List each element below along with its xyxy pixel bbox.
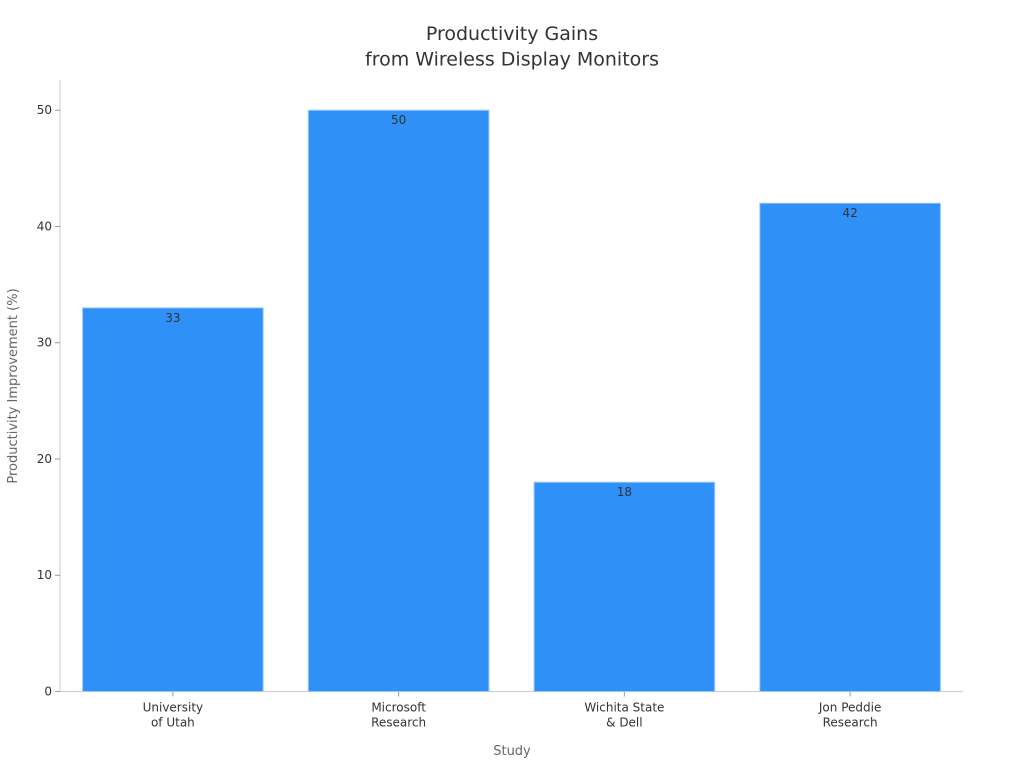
y-tick-label: 10 [37, 568, 52, 582]
value-label: 50 [391, 113, 406, 127]
x-tick-label: University of Utah [143, 701, 204, 730]
y-tick-label: 20 [37, 452, 52, 466]
value-label: 33 [165, 311, 180, 325]
x-tick-label: Wichita State & Dell [584, 701, 664, 730]
x-tick-label: Microsoft Research [371, 701, 426, 730]
y-tick-label: 30 [37, 336, 52, 350]
x-axis-label: Study [493, 744, 531, 759]
y-tick-label: 50 [37, 103, 52, 117]
value-label: 42 [842, 206, 857, 220]
bar [533, 481, 716, 693]
chart-title: Productivity Gains from Wireless Display … [365, 23, 659, 71]
y-tick-label: 0 [44, 685, 52, 699]
y-axis-label: Productivity Improvement (%) [6, 288, 21, 483]
bar [307, 109, 490, 692]
value-label: 18 [617, 485, 632, 499]
x-tick-label: Jon Peddie Research [818, 701, 881, 730]
bar [759, 202, 941, 692]
bar [82, 307, 264, 692]
y-tick-label: 40 [37, 219, 52, 233]
